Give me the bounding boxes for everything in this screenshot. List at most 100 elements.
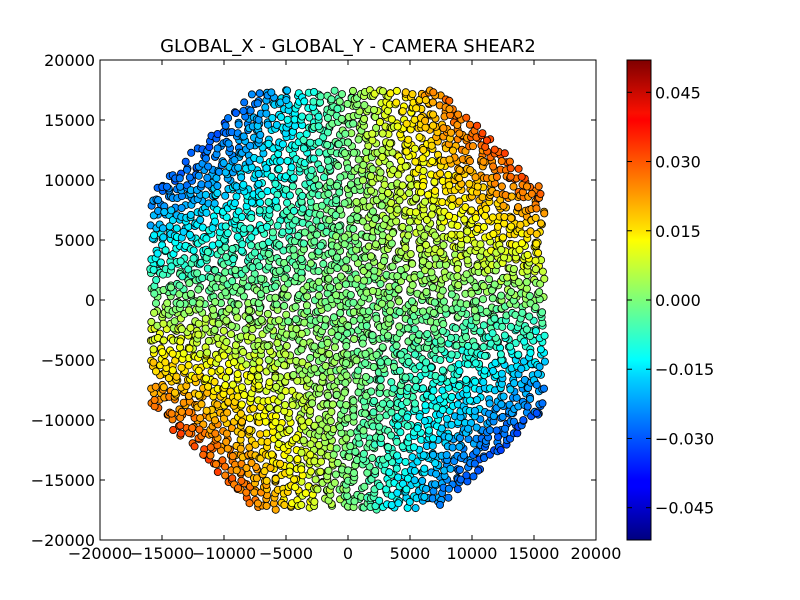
scatter-point — [429, 110, 438, 119]
y-tick-label: 0 — [85, 291, 95, 310]
scatter-point — [479, 321, 488, 330]
scatter-point — [496, 350, 505, 359]
scatter-point — [369, 105, 378, 114]
scatter-point — [306, 467, 315, 476]
scatter-point — [161, 246, 170, 255]
scatter-point — [360, 276, 369, 285]
scatter-point — [203, 173, 212, 182]
scatter-point — [301, 489, 310, 498]
scatter-point — [479, 222, 488, 231]
scatter-point — [194, 366, 203, 375]
scatter-point — [405, 217, 414, 226]
x-tick-label: −15000 — [130, 544, 194, 563]
scatter-point — [419, 257, 428, 266]
scatter-point — [492, 172, 501, 181]
scatter-point — [349, 412, 358, 421]
scatter-point — [257, 190, 266, 199]
scatter-point — [203, 247, 212, 256]
scatter-point — [272, 120, 281, 129]
scatter-point — [247, 458, 256, 467]
scatter-point — [534, 182, 543, 191]
scatter-point — [375, 496, 384, 505]
scatter-point — [333, 104, 342, 113]
scatter-point — [178, 272, 187, 281]
scatter-point — [289, 206, 298, 215]
scatter-point — [186, 289, 195, 298]
scatter-point — [410, 476, 419, 485]
scatter-point — [264, 139, 273, 148]
scatter-point — [342, 256, 351, 265]
scatter-point — [360, 101, 369, 110]
scatter-point — [471, 213, 480, 222]
scatter-point — [514, 278, 523, 287]
scatter-point — [527, 189, 536, 198]
scatter-point — [271, 179, 280, 188]
scatter-point — [343, 99, 352, 108]
scatter-point — [349, 468, 358, 477]
scatter-point — [523, 250, 532, 259]
scatter-point — [438, 405, 447, 414]
scatter-point — [466, 166, 475, 175]
scatter-point — [283, 264, 292, 273]
scatter-point — [172, 224, 181, 233]
scatter-point — [478, 295, 487, 304]
scatter-point — [181, 157, 190, 166]
scatter-point — [535, 362, 544, 371]
scatter-point — [213, 144, 222, 153]
scatter-point — [202, 234, 211, 243]
scatter-point — [288, 182, 297, 191]
scatter-point — [332, 181, 341, 190]
scatter-point — [306, 440, 315, 449]
scatter-point — [234, 120, 243, 129]
scatter-point — [525, 291, 534, 300]
scatter-point — [463, 227, 472, 236]
scatter-point — [403, 474, 412, 483]
scatter-point — [401, 373, 410, 382]
scatter-point — [330, 343, 339, 352]
scatter-point — [366, 252, 375, 261]
scatter-point — [410, 325, 419, 334]
scatter-point — [371, 466, 380, 475]
scatter-point — [497, 400, 506, 409]
scatter-point — [182, 165, 191, 174]
scatter-point — [314, 277, 323, 286]
scatter-point — [438, 198, 447, 207]
scatter-point — [378, 399, 387, 408]
scatter-point — [421, 116, 430, 125]
scatter-point — [398, 107, 407, 116]
scatter-point — [193, 269, 202, 278]
scatter-point — [442, 414, 451, 423]
scatter-point — [332, 444, 341, 453]
scatter-point — [221, 191, 230, 200]
scatter-point — [371, 214, 380, 223]
scatter-point — [445, 96, 454, 105]
scatter-point — [361, 359, 370, 368]
scatter-point — [283, 198, 292, 207]
scatter-point — [348, 86, 357, 95]
scatter-point — [297, 345, 306, 354]
scatter-point — [503, 273, 512, 282]
scatter-point — [310, 457, 319, 466]
scatter-point — [424, 426, 433, 435]
scatter-point — [411, 208, 420, 217]
scatter-point — [247, 275, 256, 284]
scatter-point — [316, 92, 325, 101]
scatter-point — [310, 342, 319, 351]
scatter-point — [479, 282, 488, 291]
scatter-point — [330, 478, 339, 487]
scatter-point — [316, 467, 325, 476]
scatter-point — [420, 416, 429, 425]
scatter-point — [376, 279, 385, 288]
scatter-point — [239, 180, 248, 189]
scatter-point — [282, 310, 291, 319]
scatter-point — [514, 164, 523, 173]
scatter-point — [405, 188, 414, 197]
scatter-point — [431, 186, 440, 195]
scatter-point — [222, 429, 231, 438]
scatter-point — [498, 412, 507, 421]
scatter-point — [448, 443, 457, 452]
scatter-point — [288, 401, 297, 410]
scatter-point — [387, 115, 396, 124]
scatter-point — [369, 396, 378, 405]
scatter-point — [276, 157, 285, 166]
